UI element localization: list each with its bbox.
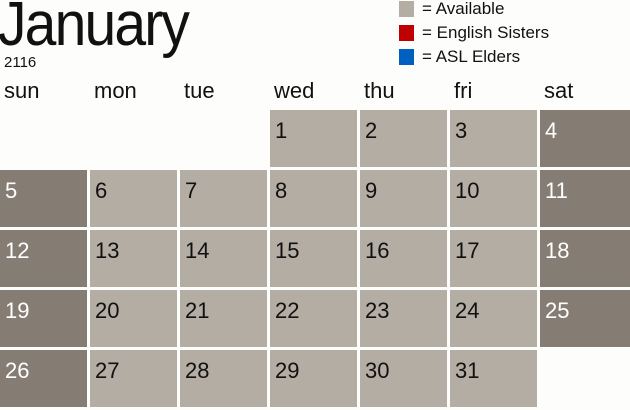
weekday-tue: tue — [184, 78, 215, 103]
day-cell-14[interactable]: 14 — [180, 230, 267, 287]
weekday-mon: mon — [94, 78, 137, 103]
day-cell-11[interactable]: 11 — [540, 170, 630, 227]
day-cell-2[interactable]: 2 — [360, 110, 447, 167]
legend-item: = ASL Elders — [399, 47, 520, 67]
day-cell-24[interactable]: 24 — [450, 290, 537, 347]
legend-swatch — [399, 1, 414, 17]
day-cell-6[interactable]: 6 — [90, 170, 177, 227]
day-cell-16[interactable]: 16 — [360, 230, 447, 287]
day-cell-30[interactable]: 30 — [360, 350, 447, 407]
legend-swatch — [399, 25, 414, 41]
day-cell-19[interactable]: 19 — [0, 290, 87, 347]
day-cell-26[interactable]: 26 — [0, 350, 87, 407]
weekday-wed: wed — [274, 78, 315, 103]
day-cell-28[interactable]: 28 — [180, 350, 267, 407]
weekday-fri: fri — [454, 78, 473, 103]
day-cell-5[interactable]: 5 — [0, 170, 87, 227]
day-cell-25[interactable]: 25 — [540, 290, 630, 347]
day-cell-8[interactable]: 8 — [270, 170, 357, 227]
day-cell-15[interactable]: 15 — [270, 230, 357, 287]
day-cell-13[interactable]: 13 — [90, 230, 177, 287]
day-cell-27[interactable]: 27 — [90, 350, 177, 407]
day-cell-18[interactable]: 18 — [540, 230, 630, 287]
weekday-sun: sun — [4, 78, 40, 103]
legend-swatch — [399, 49, 414, 65]
year-label: 2116 — [4, 54, 37, 71]
day-cell-10[interactable]: 10 — [450, 170, 537, 227]
weekday-sat: sat — [544, 78, 574, 103]
day-cell-4[interactable]: 4 — [540, 110, 630, 167]
legend-label: = ASL Elders — [422, 47, 521, 66]
day-cell-21[interactable]: 21 — [180, 290, 267, 347]
day-cell-22[interactable]: 22 — [270, 290, 357, 347]
legend-label: = Available — [422, 0, 505, 18]
day-cell-3[interactable]: 3 — [450, 110, 537, 167]
day-cell-17[interactable]: 17 — [450, 230, 537, 287]
day-cell-1[interactable]: 1 — [270, 110, 357, 167]
day-cell-23[interactable]: 23 — [360, 290, 447, 347]
legend-item: = Available — [399, 0, 504, 19]
day-cell-12[interactable]: 12 — [0, 230, 87, 287]
legend-item: = English Sisters — [399, 23, 549, 43]
weekday-thu: thu — [364, 78, 395, 103]
month-title: January — [0, 0, 190, 59]
day-cell-9[interactable]: 9 — [360, 170, 447, 227]
day-cell-7[interactable]: 7 — [180, 170, 267, 227]
day-cell-29[interactable]: 29 — [270, 350, 357, 407]
day-cell-20[interactable]: 20 — [90, 290, 177, 347]
day-cell-31[interactable]: 31 — [450, 350, 537, 407]
legend-label: = English Sisters — [422, 23, 550, 42]
